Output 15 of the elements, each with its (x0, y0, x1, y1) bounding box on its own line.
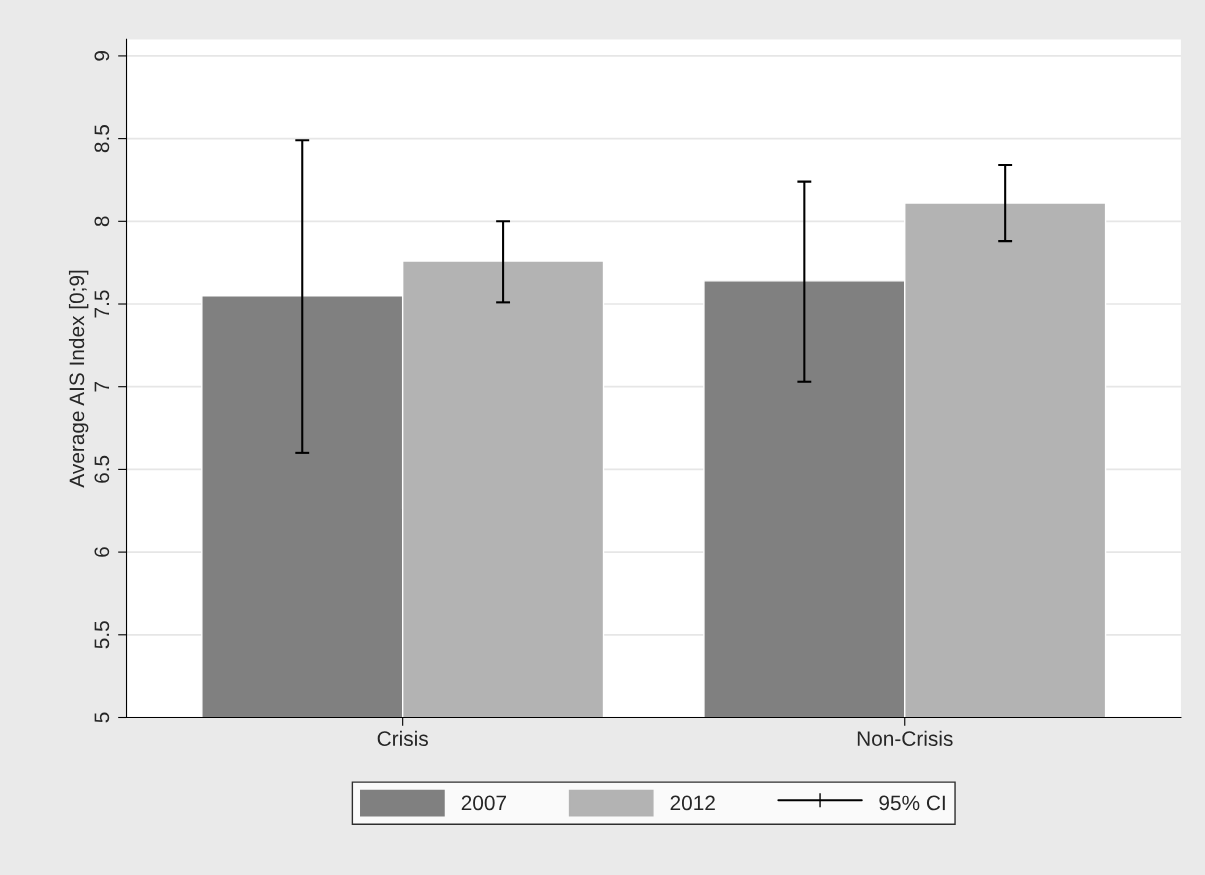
y-tick-label: 7 (94, 381, 110, 392)
x-tick-label: Non-Crisis (857, 730, 953, 746)
text: 95% CI (879, 795, 945, 811)
y-tick-label: 8 (94, 216, 110, 227)
y-tick-label: 5 (94, 712, 110, 723)
y-axis-title: Average AIS Index [0;9] (68, 270, 89, 488)
y-tick-label: 8.5 (94, 125, 110, 153)
legend-label: 2012 (670, 795, 715, 811)
y-tick-label: 5.5 (94, 621, 110, 649)
y-tick-label: 7.5 (94, 290, 110, 318)
x-tick-label: Crisis (377, 730, 428, 746)
y-tick-label: 9 (94, 51, 110, 61)
y-tick-label: 6 (94, 547, 110, 557)
y-tick-label: 6.5 (94, 455, 110, 483)
legend-label: 2007 (461, 795, 507, 811)
